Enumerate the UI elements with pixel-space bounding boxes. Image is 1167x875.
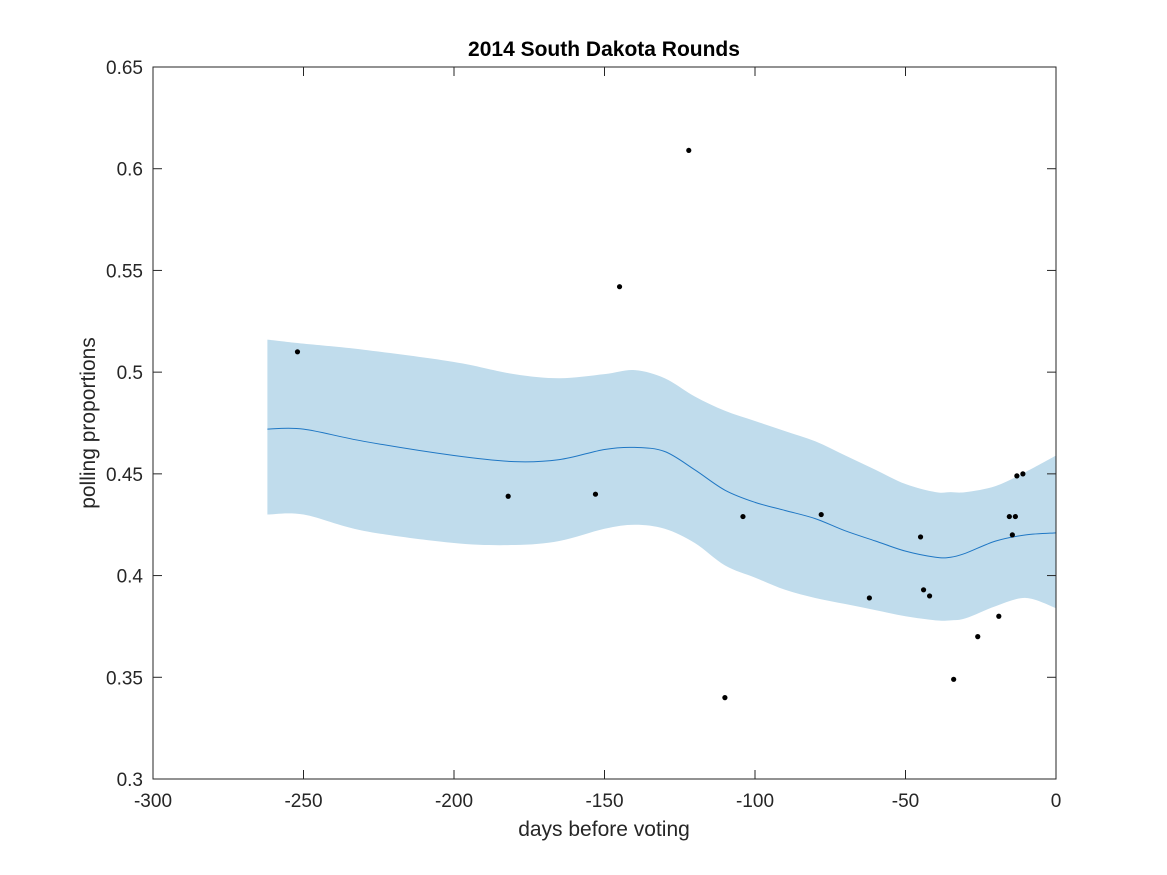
y-tick-label: 0.45 [106,465,143,486]
poll-point [616,284,623,290]
plot-area [153,67,1057,779]
y-axis-label: polling proportions [77,337,100,509]
poll-point [592,491,599,497]
poll-point [996,613,1002,619]
x-tick-label: -250 [284,791,322,812]
y-axis-ticks: 0.3 0.35 0.4 0.45 0.5 0.55 0.6 0.65 [106,58,1056,791]
poll-point [917,534,924,540]
poll-point [975,634,981,640]
chart-title: 2014 South Dakota Rounds [468,38,740,61]
poll-point [1020,471,1026,477]
confidence-band [267,339,1056,621]
y-tick-label: 0.55 [106,261,143,282]
x-tick-label: -50 [892,791,919,812]
poll-point [294,349,301,355]
x-tick-label: -150 [585,791,623,812]
x-tick-label: -100 [736,791,774,812]
poll-point [740,513,746,520]
y-tick-label: 0.65 [106,58,143,79]
y-tick-label: 0.6 [117,160,143,181]
poll-point [1014,473,1020,479]
poll-point [686,147,692,154]
poll-point [920,587,927,593]
poll-point [818,511,824,518]
x-tick-label: -200 [435,791,473,812]
y-tick-label: 0.5 [117,363,143,384]
x-axis-ticks: -300 -250 -200 -150 -100 -50 0 [134,67,1061,812]
poll-point [722,695,728,701]
poll-point [926,593,933,599]
x-axis-label: days before voting [518,818,690,841]
poll-point [1012,513,1018,520]
x-tick-label: -300 [134,791,172,812]
poll-point [1006,513,1012,520]
poll-point [1009,532,1015,538]
y-tick-label: 0.3 [117,770,143,791]
mean-trend-line [267,427,1057,559]
x-tick-label: 0 [1051,791,1062,812]
y-tick-label: 0.35 [106,668,143,689]
poll-points [294,147,1026,701]
poll-point [951,676,957,682]
y-tick-label: 0.4 [117,567,144,588]
poll-point [505,493,511,499]
poll-point [866,595,872,601]
